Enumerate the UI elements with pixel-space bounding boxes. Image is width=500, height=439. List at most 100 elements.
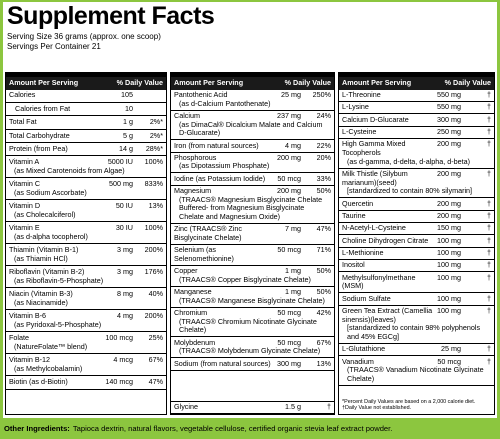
nutrient-detail: (as Thiamin HCl) xyxy=(14,253,68,263)
nutrient-amount: 100 mg xyxy=(437,260,461,270)
nutrient-amount: 10 xyxy=(125,103,133,113)
nutrient-detail: (as Riboflavin-5-Phosphate) xyxy=(14,275,104,285)
daily-value: † xyxy=(487,248,491,258)
nutrient-name: Total Fat xyxy=(9,117,37,127)
nutrient-amount: 250 mg xyxy=(437,127,461,137)
nutrient-row: Glycine 1.5 g † xyxy=(171,400,334,414)
nutrient-amount: 200 mg xyxy=(277,152,301,162)
daily-value: 47% xyxy=(316,224,331,234)
nutrient-detail: (as Niacinamide) xyxy=(14,297,68,307)
nutrient-detail: (as Pyridoxal-5-Phosphate) xyxy=(14,319,102,329)
serving-size: Serving Size 36 grams (approx. one scoop… xyxy=(7,32,161,41)
nutrient-detail: (as Mixed Carotenoids from Algae) xyxy=(14,165,125,175)
nutrient-name: L-Cysteine xyxy=(342,127,377,137)
nutrient-row: L-Threonine 550 mg † xyxy=(339,90,494,102)
nutrient-row: Magnesium 200 mg 50% (TRAACS® Magnesium Bis… xyxy=(171,186,334,224)
nutrient-row: Folate 100 mcg 25% (NatureFolate™ blend) xyxy=(6,332,166,355)
column-header: Amount Per Serving % Daily Value xyxy=(6,73,166,90)
nutrient-row: Iron (from natural sources) 4 mg 22% xyxy=(171,140,334,153)
nutrient-row: Zinc (TRAACS® Zinc Bisglycinate Chelate)… xyxy=(171,224,334,245)
nutrient-name: Quercetin xyxy=(342,198,374,208)
nutrient-detail: (as Sodium Ascorbate) xyxy=(14,187,87,197)
nutrient-name: Molybdenum xyxy=(174,337,216,347)
footnote-line: †Daily Value not established. xyxy=(342,405,412,412)
dv-header: % Daily Value xyxy=(284,78,331,87)
nutrient-row: Total Carbohydrate 5 g 2%* xyxy=(6,130,166,144)
nutrient-amount: 300 mg xyxy=(437,114,461,124)
nutrient-row: L-Glutathione 25 mg † xyxy=(339,344,494,357)
nutrient-amount: 1 mg xyxy=(285,287,301,297)
nutrient-name: Niacin (Vitamin B-3) xyxy=(9,289,73,299)
footnote: *Percent Daily Values are based on a 2,0… xyxy=(339,397,494,414)
nutrient-row: Vitamin A 5000 IU 100% (as Mixed Carotenoid… xyxy=(6,156,166,179)
nutrient-name: Sodium (from natural sources) xyxy=(174,358,271,368)
servings: Servings Per Container 21 xyxy=(7,42,101,51)
nutrient-row: Choline Dihydrogen Citrate 100 mg † xyxy=(339,235,494,248)
daily-value: † xyxy=(487,293,491,303)
nutrient-row: Methylsulfonylmethane (MSM) 100 mg † xyxy=(339,272,494,294)
nutrient-name: Calcium D-Glucarate xyxy=(342,114,409,124)
daily-value: 50% xyxy=(316,186,331,196)
nutrient-name: Vitamin C xyxy=(9,179,41,189)
daily-value: † xyxy=(487,306,491,316)
nutrient-row: Calcium 237 mg 24% (as DimaCal® Dicalcium M… xyxy=(171,111,334,141)
daily-value: 100% xyxy=(144,223,163,233)
other-ingredients: Other Ingredients: Tapioca dextrin, natur… xyxy=(4,424,392,433)
nutrient-row: L-Lysine 550 mg † xyxy=(339,102,494,115)
nutrient-name: N-Acetyl-L-Cysteine xyxy=(342,223,406,233)
amount-header: Amount Per Serving xyxy=(342,78,412,87)
nutrient-detail: (TRAACS® Manganese Bisglycinate Chelate) xyxy=(179,295,325,305)
nutrient-name: Biotin (as d-Biotin) xyxy=(9,377,68,387)
nutrient-row: Biotin (as d-Biotin) 140 mcg 47% xyxy=(6,376,166,390)
nutrient-row: Calories 105 xyxy=(6,90,166,103)
other-ingredients-label: Other Ingredients: xyxy=(4,424,70,433)
daily-value: 40% xyxy=(148,289,163,299)
nutrient-amount: 5000 IU xyxy=(107,157,133,167)
daily-value: 22% xyxy=(316,140,331,150)
nutrient-amount: 1.5 g xyxy=(285,402,301,412)
daily-value: 100% xyxy=(144,157,163,167)
nutrient-amount: 25 mg xyxy=(441,344,461,354)
nutrient-amount: 105 xyxy=(121,90,133,100)
daily-value: † xyxy=(487,102,491,112)
nutrient-amount: 100 mg xyxy=(437,235,461,245)
footnote-line: *Percent Daily Values are based on a 2,0… xyxy=(342,398,476,405)
nutrient-name: Sodium Sulfate xyxy=(342,293,391,303)
column-header: Amount Per Serving % Daily Value xyxy=(339,73,494,90)
daily-value: 33% xyxy=(316,173,331,183)
daily-value: 833% xyxy=(144,179,163,189)
daily-value: † xyxy=(487,169,491,179)
facts-column: Amount Per Serving % Daily Value Calories 1… xyxy=(5,72,167,415)
nutrient-amount: 3 mg xyxy=(117,245,133,255)
nutrient-amount: 4 mcg xyxy=(113,355,133,365)
nutrient-detail: (NatureFolate™ blend) xyxy=(14,341,88,351)
nutrient-amount: 4 mg xyxy=(117,311,133,321)
daily-value: † xyxy=(487,139,491,149)
nutrient-detail: (as d-alpha tocopherol) xyxy=(14,231,88,241)
dv-header: % Daily Value xyxy=(444,78,491,87)
daily-value: 42% xyxy=(316,308,331,318)
nutrient-detail: [standardized to contain 98% polyphenols… xyxy=(347,323,481,341)
nutrient-name: Calcium xyxy=(174,110,200,120)
nutrient-row: Milk Thistle (Silybum marianum)(seed) 200… xyxy=(339,169,494,199)
nutrient-detail: (as Cholecalciferol) xyxy=(14,209,76,219)
nutrient-row: Phosphorous 200 mg 20% (as Dipotassium Phos… xyxy=(171,153,334,174)
nutrient-name: Selenium (as Selenomethionine) xyxy=(174,245,234,263)
daily-value: 50% xyxy=(316,266,331,276)
nutrient-amount: 3 mg xyxy=(117,267,133,277)
nutrient-amount: 7 mg xyxy=(285,224,301,234)
nutrient-amount: 100 mg xyxy=(437,248,461,258)
daily-value: † xyxy=(487,356,491,366)
nutrient-row: L-Methionine 100 mg † xyxy=(339,248,494,261)
nutrient-amount: 100 mg xyxy=(437,306,461,316)
nutrient-row: Niacin (Vitamin B-3) 8 mg 40% (as Niacinami… xyxy=(6,288,166,311)
nutrient-name: Manganese xyxy=(174,287,212,297)
nutrient-name: Vitamin B-12 xyxy=(9,355,51,365)
nutrient-row: Molybdenum 50 mcg 67% (TRAACS® Molybdenum G… xyxy=(171,337,334,359)
other-ingredients-text: Tapioca dextrin, natural flavors, vegeta… xyxy=(72,424,393,433)
amount-header: Amount Per Serving xyxy=(9,78,79,87)
nutrient-row: Pantothenic Acid 25 mg 250% (as d-Calcium P… xyxy=(171,90,334,111)
nutrient-row: N-Acetyl-L-Cysteine 150 mg † xyxy=(339,223,494,236)
nutrient-detail: (as d-Calcium Pantothenate) xyxy=(179,98,271,108)
nutrient-name: Total Carbohydrate xyxy=(9,130,70,140)
